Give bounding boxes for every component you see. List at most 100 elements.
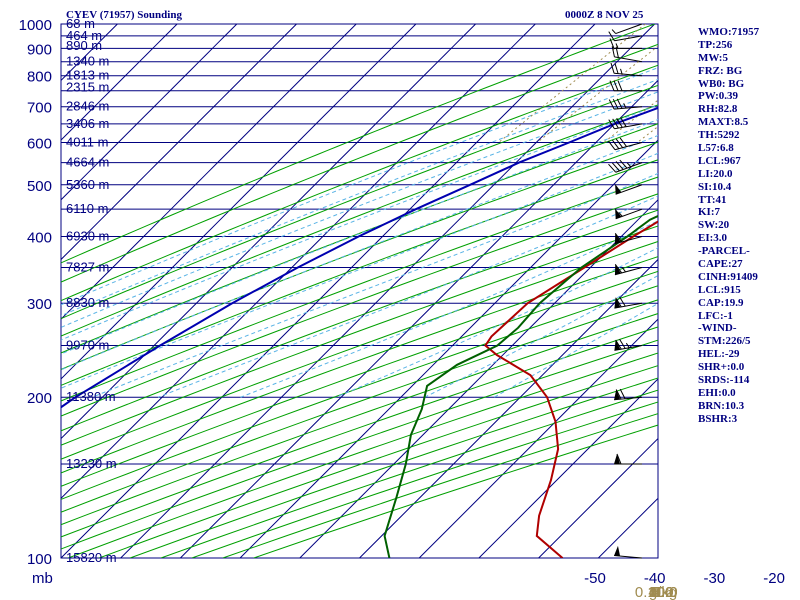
pressure-tick-label: 400 xyxy=(27,229,52,246)
dry-adiabat-line xyxy=(61,141,658,370)
temperature-profile xyxy=(484,220,658,558)
dry-adiabat-line xyxy=(61,43,658,283)
height-label: 464 m xyxy=(66,28,102,43)
mixing-ratio-label: 10.0 xyxy=(648,584,677,600)
height-label: 6930 m xyxy=(66,228,109,243)
wind-barb xyxy=(608,159,643,173)
moist-adiabat-line xyxy=(61,78,658,317)
height-label: 15820 m xyxy=(66,550,117,565)
pressure-tick-label: 600 xyxy=(27,135,52,152)
mixing-ratio-label: 1.0 xyxy=(653,584,674,600)
index-item: WB0: BG xyxy=(698,77,745,90)
index-item: LCL:967 xyxy=(698,154,741,167)
index-item: EHI:0.0 xyxy=(698,386,736,399)
pressure-tick-label: 700 xyxy=(27,100,52,117)
wind-barb xyxy=(615,183,643,195)
dry-adiabat-line xyxy=(61,299,658,513)
pressure-tick-label: 1000 xyxy=(19,17,52,34)
dry-adiabat-line xyxy=(61,24,655,264)
wind-barb xyxy=(608,117,643,130)
sounding-datetime: 0000Z 8 NOV 25 xyxy=(565,9,644,21)
dry-adiabat-line xyxy=(61,104,658,337)
index-item: CINH:91409 xyxy=(698,270,758,283)
height-label: 6110 m xyxy=(66,201,108,216)
pressure-tick-label: 500 xyxy=(27,178,52,195)
height-label: 4664 m xyxy=(66,155,109,170)
dry-adiabat-line xyxy=(61,193,658,417)
temperature-tick-label: -40 xyxy=(644,570,666,587)
wind-barb xyxy=(609,80,642,92)
index-item: SI:10.4 xyxy=(698,180,732,193)
temperature-tick-label: -50 xyxy=(584,570,606,587)
index-item: RH:82.8 xyxy=(698,103,738,116)
height-label: 1813 m xyxy=(66,68,109,83)
isotherm-line xyxy=(61,24,357,320)
xlabel-mb: mb xyxy=(32,570,53,587)
pressure-tick-label: 300 xyxy=(27,296,52,313)
height-label: 3406 m xyxy=(66,116,109,131)
dry-adiabat-line xyxy=(61,64,658,302)
index-item: MAXT:8.5 xyxy=(698,116,749,129)
mixing-ratio-line xyxy=(755,24,800,142)
mixing-ratio-label: 0.2 xyxy=(653,584,674,600)
wind-barb xyxy=(608,137,643,151)
mixing-ratio-label: 3.0 xyxy=(653,584,674,600)
wind-barb xyxy=(610,62,643,77)
index-item: STM:226/5 xyxy=(698,335,751,348)
height-label: 1340 m xyxy=(66,54,109,69)
moist-adiabat-line xyxy=(91,172,658,398)
mixing-ratio-label: 0.6 xyxy=(653,584,674,600)
isotherm-line xyxy=(120,24,656,558)
dry-adiabat-line xyxy=(61,176,658,402)
mixing-ratio-label: g/kg xyxy=(649,584,677,600)
wind-barb xyxy=(614,296,643,309)
wind-barb xyxy=(614,339,643,351)
wind-barb xyxy=(609,38,642,49)
mixing-ratio-label: 0.1 xyxy=(635,584,656,600)
wind-barb xyxy=(611,46,643,63)
height-label: 9970 m xyxy=(66,338,109,353)
mixing-ratio-label: 20.0 xyxy=(648,584,677,600)
height-label: 2846 m xyxy=(66,99,109,114)
dry-adiabat-line xyxy=(61,285,658,500)
wind-barb xyxy=(615,208,643,220)
dry-adiabat-grid xyxy=(61,24,658,558)
wind-barb xyxy=(614,388,643,401)
moist-adiabat-grid xyxy=(61,67,658,398)
height-label: 5360 m xyxy=(66,177,109,192)
isotherm-line xyxy=(61,24,238,201)
index-item: WMO:71957 xyxy=(698,26,760,38)
index-item: HEL:-29 xyxy=(698,348,740,361)
isotherm-line xyxy=(61,24,297,261)
pressure-tick-label: 900 xyxy=(27,41,52,58)
moist-adiabat-line xyxy=(61,67,658,306)
mixing-ratio-label: 2.0 xyxy=(653,584,674,600)
moist-adiabat-line xyxy=(61,119,658,355)
moist-adiabat-line xyxy=(61,152,658,389)
dry-adiabat-line xyxy=(61,225,658,446)
pressure-tick-label: 100 xyxy=(27,551,52,568)
height-label: 8830 m xyxy=(66,295,109,310)
moist-adiabat-line xyxy=(61,104,658,341)
dry-adiabat-line xyxy=(61,256,658,474)
isotherm-line xyxy=(538,437,658,558)
index-item: LFC:-1 xyxy=(698,309,733,322)
station-title: CYEV (71957) Sounding xyxy=(66,9,182,21)
axis-labels: 100 200 300 400 500 600 700 800 900 1000 mb 68 m464… xyxy=(19,16,785,600)
dry-adiabat-line xyxy=(61,209,658,432)
sounding-series xyxy=(61,106,658,558)
wind-barb xyxy=(614,453,642,465)
temperature-tick-label: -30 xyxy=(704,570,726,587)
dry-adiabat-line xyxy=(61,326,658,538)
mixing-ratio-label: 40.0 xyxy=(648,584,677,600)
height-label: 68 m xyxy=(66,16,95,31)
index-item: CAP:19.9 xyxy=(698,296,744,309)
index-item: FRZ: BG xyxy=(698,64,743,77)
mixing-ratio-line xyxy=(536,45,658,143)
index-item: SRDS:-114 xyxy=(698,374,750,387)
mixing-ratio-label: 5.0 xyxy=(653,584,674,600)
dry-adiabat-line xyxy=(61,240,658,460)
index-item: LI:20.0 xyxy=(698,167,733,180)
isotherm-line xyxy=(61,24,417,380)
